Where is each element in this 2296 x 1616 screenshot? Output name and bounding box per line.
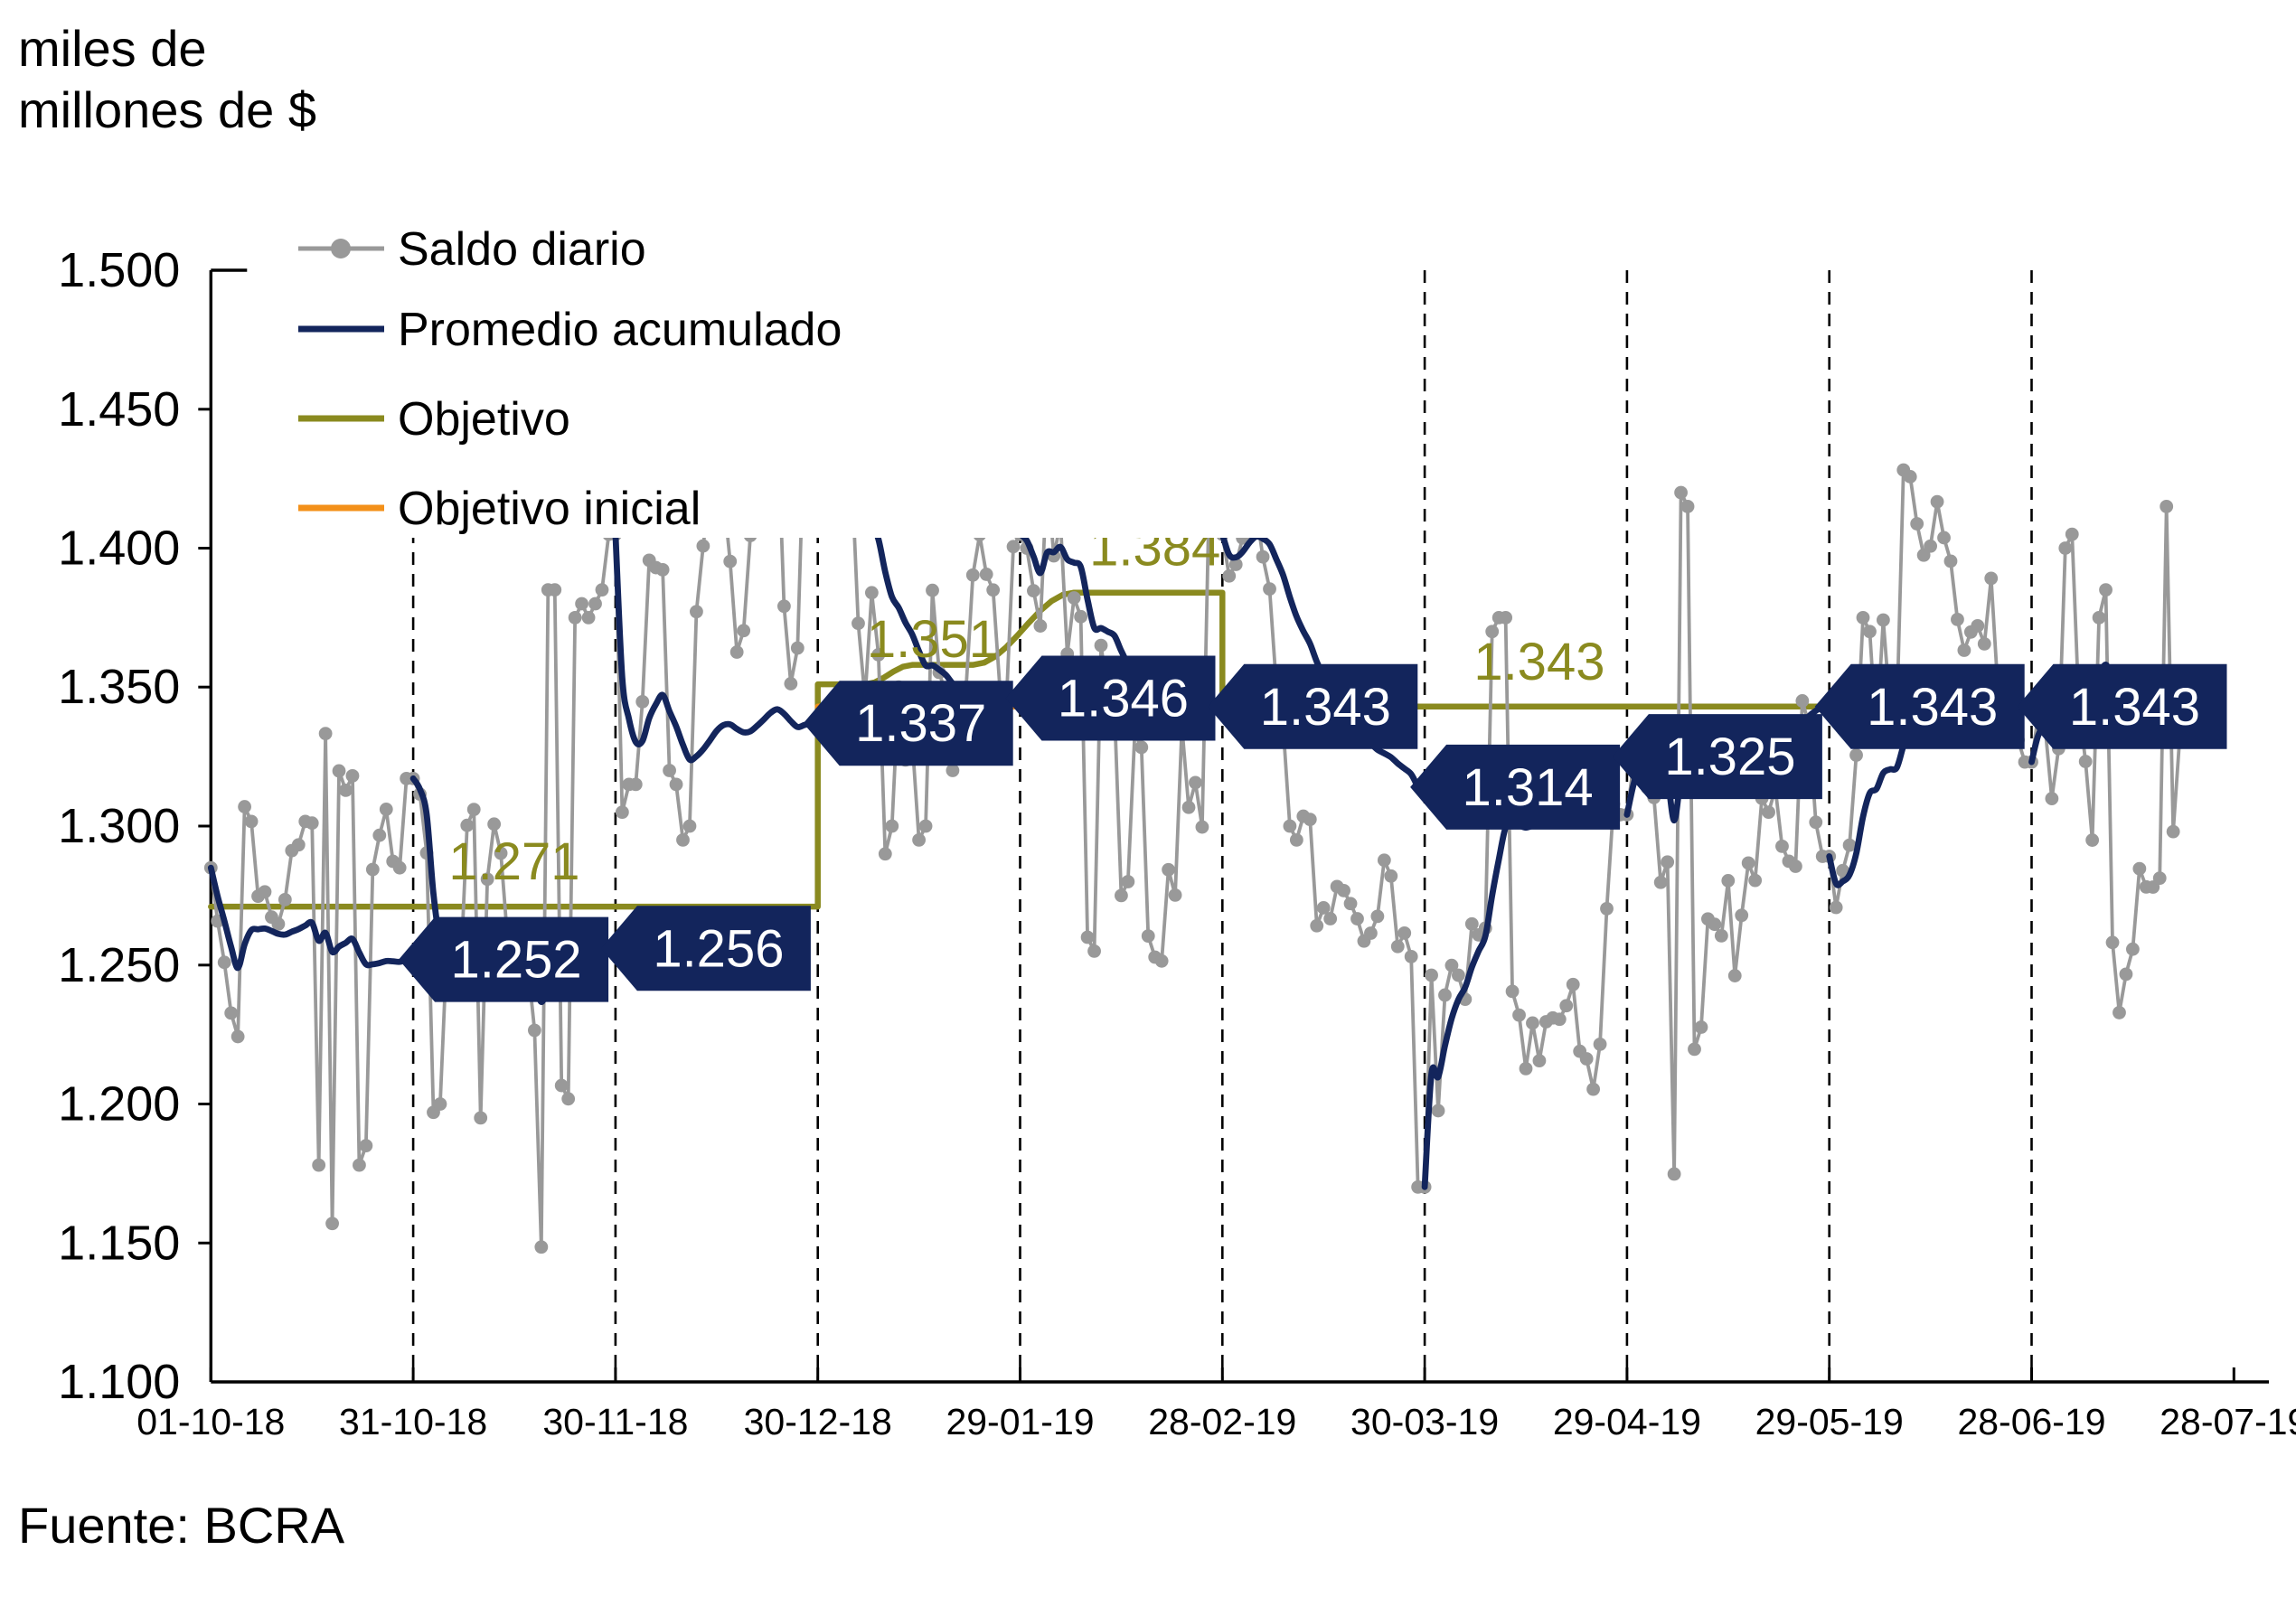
svg-text:Saldo diario: Saldo diario xyxy=(398,223,646,276)
svg-text:1.351: 1.351 xyxy=(867,610,998,669)
svg-text:1.350: 1.350 xyxy=(58,660,180,714)
svg-text:1.150: 1.150 xyxy=(58,1216,180,1270)
svg-text:29-04-19: 29-04-19 xyxy=(1553,1401,1701,1442)
svg-text:1.252: 1.252 xyxy=(451,931,582,990)
svg-text:1.400: 1.400 xyxy=(58,521,180,576)
svg-text:01-10-18: 01-10-18 xyxy=(136,1401,285,1442)
svg-text:30-12-18: 30-12-18 xyxy=(744,1401,892,1442)
svg-text:29-05-19: 29-05-19 xyxy=(1755,1401,1904,1442)
svg-text:28-02-19: 28-02-19 xyxy=(1148,1401,1296,1442)
svg-text:1.250: 1.250 xyxy=(58,938,180,992)
svg-text:1.300: 1.300 xyxy=(58,799,180,853)
svg-text:1.343: 1.343 xyxy=(1473,633,1604,691)
svg-text:1.325: 1.325 xyxy=(1664,728,1795,786)
svg-text:28-07-19: 28-07-19 xyxy=(2160,1401,2296,1442)
svg-text:Objetivo: Objetivo xyxy=(398,393,570,446)
svg-text:1.343: 1.343 xyxy=(1260,678,1391,737)
svg-text:28-06-19: 28-06-19 xyxy=(1957,1401,2105,1442)
svg-text:29-01-19: 29-01-19 xyxy=(946,1401,1094,1442)
svg-text:1.337: 1.337 xyxy=(855,694,986,753)
svg-text:1.314: 1.314 xyxy=(1463,758,1594,817)
svg-text:1.256: 1.256 xyxy=(653,919,784,978)
svg-text:Promedio acumulado: Promedio acumulado xyxy=(398,304,842,356)
svg-text:30-03-19: 30-03-19 xyxy=(1350,1401,1499,1442)
svg-text:1.346: 1.346 xyxy=(1058,670,1189,728)
svg-text:Objetivo inicial: Objetivo inicial xyxy=(398,483,701,535)
svg-text:1.500: 1.500 xyxy=(58,243,180,297)
svg-text:1.343: 1.343 xyxy=(1867,678,1998,737)
svg-text:1.343: 1.343 xyxy=(2069,678,2200,737)
svg-text:30-11-18: 30-11-18 xyxy=(542,1401,688,1442)
svg-text:1.450: 1.450 xyxy=(58,382,180,437)
svg-text:1.271: 1.271 xyxy=(448,832,579,891)
svg-text:1.200: 1.200 xyxy=(58,1077,180,1132)
svg-text:31-10-18: 31-10-18 xyxy=(339,1401,487,1442)
